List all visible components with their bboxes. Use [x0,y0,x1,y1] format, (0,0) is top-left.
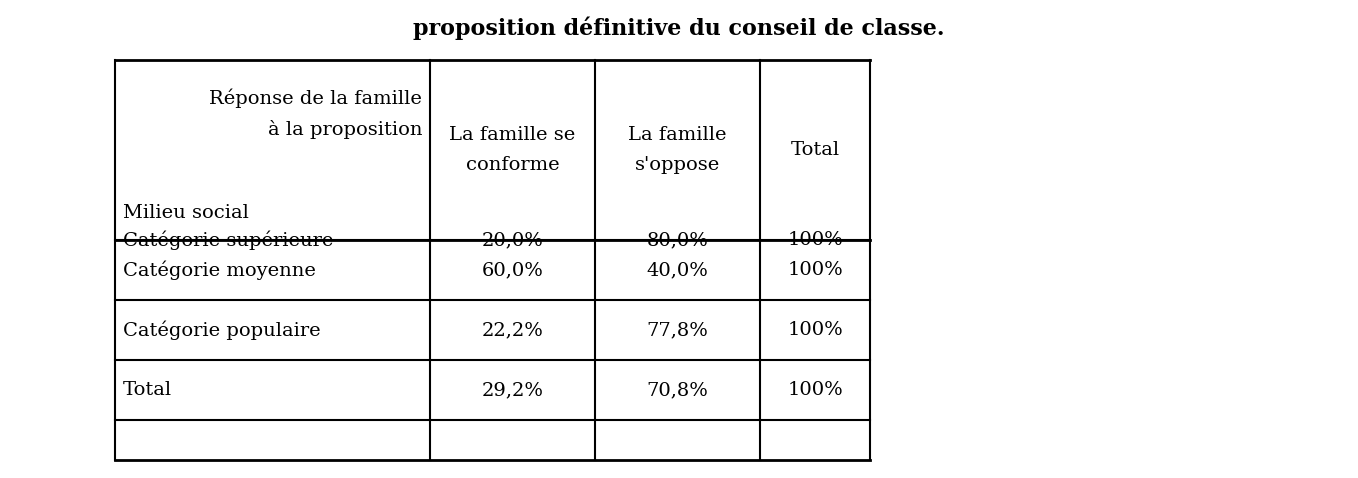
Text: 70,8%: 70,8% [646,381,709,399]
Text: 77,8%: 77,8% [646,321,709,339]
Text: Catégorie moyenne: Catégorie moyenne [124,260,316,280]
Text: 20,0%: 20,0% [482,231,543,249]
Text: 22,2%: 22,2% [482,321,543,339]
Text: Total: Total [124,381,172,399]
Text: conforme: conforme [466,156,559,174]
Text: proposition définitive du conseil de classe.: proposition définitive du conseil de cla… [413,16,945,40]
Text: La famille: La famille [629,126,727,144]
Text: 29,2%: 29,2% [482,381,543,399]
Text: 100%: 100% [788,381,843,399]
Text: 100%: 100% [788,231,843,249]
Text: s'oppose: s'oppose [636,156,720,174]
Text: Réponse de la famille: Réponse de la famille [209,88,422,108]
Text: La famille se: La famille se [449,126,576,144]
Text: 80,0%: 80,0% [646,231,709,249]
Text: 60,0%: 60,0% [482,261,543,279]
Text: Total: Total [790,141,839,159]
Text: 40,0%: 40,0% [646,261,709,279]
Text: Catégorie supérieure: Catégorie supérieure [124,230,333,250]
Text: 100%: 100% [788,321,843,339]
Text: 100%: 100% [788,261,843,279]
Text: Milieu social: Milieu social [124,204,249,222]
Text: Catégorie populaire: Catégorie populaire [124,320,320,340]
Text: à la proposition: à la proposition [268,120,422,139]
